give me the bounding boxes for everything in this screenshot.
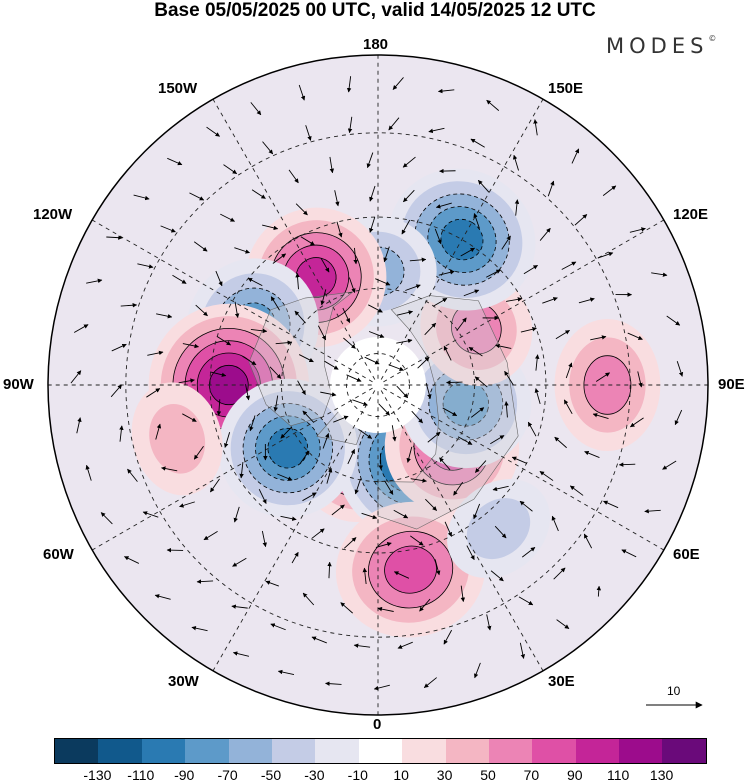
colorbar-swatch: [402, 739, 446, 763]
land-outline: [248, 291, 519, 530]
lon-label-90w: 90W: [3, 376, 34, 393]
lon-label-150e: 150E: [548, 80, 584, 97]
colorbar-tick-label: -130: [83, 767, 112, 783]
colorbar-tick-label: 130: [649, 767, 674, 783]
polar-cap: [330, 337, 426, 433]
streamlines: [70, 76, 684, 691]
colorbar-tick-label: 70: [523, 767, 540, 783]
lon-label-180: 180: [363, 36, 389, 53]
lon-label-120e: 120E: [673, 206, 709, 223]
colorbar-swatch: [358, 739, 403, 763]
colorbar-tick-label: 30: [436, 767, 453, 783]
lon-label-150w: 150W: [158, 80, 198, 97]
colorbar-swatch: [575, 739, 620, 763]
colorbar-tick-label: -30: [304, 767, 325, 783]
colorbar-swatch: [141, 739, 186, 763]
lon-label-30e: 30E: [548, 673, 575, 690]
lon-label-60w: 60W: [43, 546, 74, 563]
colorbar-swatch: [445, 739, 489, 763]
colorbar-tick-label: 90: [567, 767, 583, 783]
lon-label-120w: 120W: [33, 206, 73, 223]
colorbar-swatch: [185, 739, 229, 763]
map-title: Base 05/05/2025 00 UTC, valid 14/05/2025…: [154, 0, 596, 21]
anomaly-center: [218, 378, 358, 518]
colorbar-swatch: [271, 739, 316, 763]
colorbar-swatch: [228, 739, 272, 763]
lon-label-60e: 60E: [673, 546, 700, 563]
colorbar-swatch: [315, 739, 359, 763]
colorbar-tick-label: 50: [480, 767, 496, 783]
brand-logo: MODES©: [606, 34, 717, 58]
colorbar-tick-label: -90: [174, 767, 195, 783]
colorbar-tick-label: 110: [607, 767, 630, 783]
colorbar-swatch: [55, 739, 99, 763]
colorbar-tick-label: 10: [393, 767, 409, 783]
colorbar-tick-label: -10: [347, 767, 368, 783]
colorbar-swatch: [662, 739, 706, 763]
anomaly-center: [131, 382, 223, 496]
colorbar-tick-label: -70: [217, 767, 238, 783]
lon-label-90e: 90E: [718, 376, 745, 393]
lon-label-30w: 30W: [168, 673, 199, 690]
arrow-right-icon: [646, 701, 703, 709]
reference-vector-label: 10: [667, 684, 681, 698]
anomaly-center: [554, 319, 661, 451]
lon-label-0: 0: [373, 716, 382, 733]
colorbar-tick-label: -110: [127, 767, 155, 783]
graticule: [48, 55, 708, 715]
colorbar-swatch: [98, 739, 142, 763]
colorbar-tick-label: -50: [260, 767, 282, 783]
map-boundary: [47, 54, 709, 716]
colorbar: [54, 738, 707, 764]
colorbar-swatch: [488, 739, 533, 763]
colorbar-swatch: [532, 739, 576, 763]
colorbar-swatch: [619, 739, 663, 763]
